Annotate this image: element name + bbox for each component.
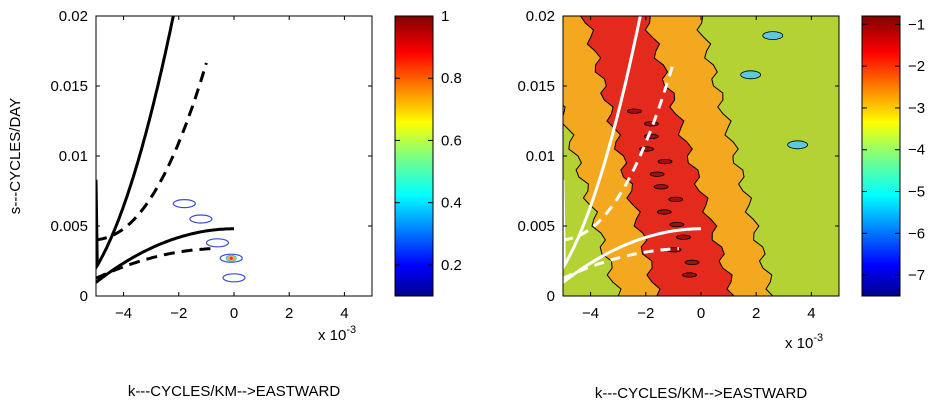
right-colorbar-bar xyxy=(861,15,901,297)
left-colorbar-bar xyxy=(394,15,434,297)
right-band-inner xyxy=(579,16,735,296)
left-colorbar-ticks: 0.2 0.4 0.6 0.8 1 xyxy=(395,8,462,274)
colorbar-tick-label: −5 xyxy=(908,184,925,201)
colorbar-tick-label: −7 xyxy=(908,267,925,284)
right-panel: −4 −2 0 2 4 0 0.005 0.01 0.015 0.02 x 10-3 k---CY… xyxy=(517,8,840,402)
colorbar-tick-label: −4 xyxy=(908,142,925,159)
colorbar-tick-label: 1 xyxy=(441,8,449,25)
x-tick-label: 4 xyxy=(807,305,815,322)
right-overlay-curve xyxy=(563,227,701,284)
colorbar-tick-label: 0.2 xyxy=(441,257,462,274)
right-ridge-cell xyxy=(626,108,642,114)
right-low-patch xyxy=(762,31,784,40)
y-tick-label: 0 xyxy=(547,288,555,305)
left-x-multiplier: x 10-3 xyxy=(318,324,356,344)
y-tick-label: 0.005 xyxy=(50,218,88,235)
x-tick-label: −2 xyxy=(170,305,187,322)
left-y-axis-label: s---CYCLES/DAY xyxy=(7,98,24,214)
left-overlay-curve-solid xyxy=(96,16,175,271)
right-ridge-cell xyxy=(676,234,691,240)
right-low-patch xyxy=(740,70,762,80)
colorbar-tick-label: −2 xyxy=(908,58,925,75)
left-marks xyxy=(96,16,246,284)
right-low-patch xyxy=(787,140,808,150)
right-ridge-cell xyxy=(669,222,685,228)
colorbar-tick-label: −1 xyxy=(908,16,925,33)
left-overlay-curve-solid xyxy=(96,227,234,284)
y-tick-label: 0.02 xyxy=(59,8,88,25)
colorbar-tick-label: −3 xyxy=(908,100,925,117)
right-ridge-cell xyxy=(684,259,700,265)
right-overlay-curve xyxy=(563,16,642,271)
y-tick-label: 0.01 xyxy=(59,148,88,165)
right-colorbar-ticks: −1 −2 −3 −4 −5 −6 −7 xyxy=(862,16,925,284)
left-panel: −4 −2 0 2 4 0 0.005 0.01 0.015 0.02 s---CYCLES/DA… xyxy=(7,8,373,400)
left-contour-blob xyxy=(222,273,246,283)
right-ridge-cell xyxy=(653,184,669,190)
y-tick-label: 0.005 xyxy=(517,218,555,235)
colorbar-tick-label: 0.8 xyxy=(441,70,462,87)
left-contour-blob xyxy=(219,253,243,263)
y-tick-label: 0.015 xyxy=(517,78,555,95)
x-tick-label: 2 xyxy=(752,305,760,322)
x-tick-label: −2 xyxy=(637,305,654,322)
x-tick-label: 0 xyxy=(697,305,705,322)
right-marks xyxy=(563,16,808,296)
right-x-axis-label: k---CYCLES/KM-->EASTWARD xyxy=(595,385,808,402)
right-ticks: −4 −2 0 2 4 0 0.005 0.01 0.015 0.02 xyxy=(517,8,839,322)
left-ticks: −4 −2 0 2 4 0 0.005 0.01 0.015 0.02 xyxy=(50,8,372,322)
right-overlay-curve xyxy=(563,247,679,280)
right-ridge-cell xyxy=(657,159,673,165)
colorbar-tick-label: −6 xyxy=(908,225,925,242)
colorbar-tick-label: 0.6 xyxy=(441,132,462,149)
left-contour-blob xyxy=(172,199,196,209)
y-tick-label: 0 xyxy=(80,288,88,305)
right-ridge-cell xyxy=(682,272,697,278)
right-colorbar: −1 −2 −3 −4 −5 −6 −7 xyxy=(861,15,925,297)
x-tick-label: 2 xyxy=(285,305,293,322)
left-overlay-curve-dashed xyxy=(96,247,212,280)
x-tick-label: −4 xyxy=(115,305,132,322)
y-tick-label: 0.01 xyxy=(526,148,555,165)
left-contour-blob xyxy=(205,238,230,248)
x-tick-label: −4 xyxy=(582,305,599,322)
right-overlay-curve xyxy=(563,62,675,242)
right-ridge-cell xyxy=(649,171,665,177)
right-ridge-cell xyxy=(656,209,672,215)
left-plot-area xyxy=(95,15,373,297)
colorbar-tick-label: 0.4 xyxy=(441,195,462,212)
y-tick-label: 0.02 xyxy=(526,8,555,25)
x-tick-label: 4 xyxy=(340,305,348,322)
left-contour-core xyxy=(229,256,233,260)
left-overlay-curve-dashed xyxy=(96,62,208,242)
right-ridge-cell xyxy=(668,196,684,202)
left-contour-blob xyxy=(189,214,213,224)
right-ridge-cell xyxy=(644,121,659,127)
right-x-multiplier: x 10-3 xyxy=(785,332,823,352)
y-tick-label: 0.015 xyxy=(50,78,88,95)
x-tick-label: 0 xyxy=(230,305,238,322)
left-x-axis-label: k---CYCLES/KM-->EASTWARD xyxy=(128,383,341,400)
left-colorbar: 0.2 0.4 0.6 0.8 1 xyxy=(394,8,462,297)
